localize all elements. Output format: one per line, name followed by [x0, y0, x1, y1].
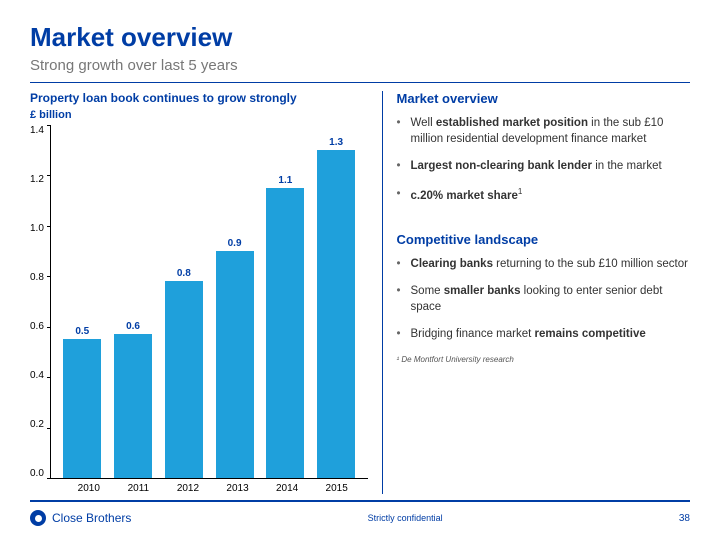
chart-title: Property loan book continues to grow str… [30, 91, 368, 105]
y-axis-ticks: 1.4 1.2 1.0 0.8 0.6 0.4 0.2 0.0 [30, 125, 50, 479]
ytick-label: 1.2 [30, 174, 44, 185]
section-heading-landscape: Competitive landscape [397, 232, 690, 247]
xtick-label: 2015 [316, 483, 358, 494]
ytick-label: 0.0 [30, 468, 44, 479]
bar-2010: 0.5 [61, 326, 103, 478]
bar-rect [266, 188, 304, 478]
xtick-label: 2012 [167, 483, 209, 494]
bar-2011: 0.6 [112, 321, 154, 478]
ytick-label: 1.4 [30, 125, 44, 136]
bullet-item: Clearing banks returning to the sub £10 … [397, 257, 690, 273]
bullet-item: Some smaller banks looking to enter seni… [397, 284, 690, 315]
bar-2012: 0.8 [163, 268, 205, 478]
bar-value-label: 0.6 [126, 321, 140, 332]
xtick-label: 2010 [68, 483, 110, 494]
page-subtitle: Strong growth over last 5 years [30, 57, 690, 74]
bullet-item: Largest non-clearing bank lender in the … [397, 159, 690, 175]
bar-2014: 1.1 [264, 175, 306, 478]
text-panel: Market overview Well established market … [382, 91, 690, 494]
overview-bullets: Well established market position in the … [397, 116, 690, 204]
x-axis-labels: 2010 2011 2012 2013 2014 2015 [58, 479, 368, 494]
bar-value-label: 0.5 [75, 326, 89, 337]
chart-bars: 0.5 0.6 0.8 0.9 1.1 1.3 [51, 125, 368, 478]
bar-2013: 0.9 [214, 238, 256, 478]
ytick-label: 0.8 [30, 272, 44, 283]
bar-rect [63, 339, 101, 478]
brand-icon [30, 510, 46, 526]
bar-value-label: 0.9 [228, 238, 242, 249]
chart-plot-area: 0.5 0.6 0.8 0.9 1.1 1.3 [50, 125, 368, 479]
bullet-item: c.20% market share1 [397, 187, 690, 204]
page-number: 38 [679, 513, 690, 524]
y-axis-label: £ billion [30, 109, 368, 121]
bar-2015: 1.3 [315, 137, 357, 478]
bar-rect [216, 251, 254, 478]
bullet-item: Well established market position in the … [397, 116, 690, 147]
xtick-label: 2013 [217, 483, 259, 494]
bar-rect [165, 281, 203, 478]
ytick-label: 0.6 [30, 321, 44, 332]
ytick-label: 1.0 [30, 223, 44, 234]
chart-panel: Property loan book continues to grow str… [30, 91, 382, 494]
ytick-label: 0.4 [30, 370, 44, 381]
page-title: Market overview [30, 22, 690, 53]
bar-value-label: 1.1 [278, 175, 292, 186]
xtick-label: 2011 [117, 483, 159, 494]
landscape-bullets: Clearing banks returning to the sub £10 … [397, 257, 690, 343]
brand-name: Close Brothers [52, 511, 131, 525]
bar-value-label: 1.3 [329, 137, 343, 148]
bullet-item: Bridging finance market remains competit… [397, 327, 690, 343]
bar-rect [317, 150, 355, 478]
ytick-label: 0.2 [30, 419, 44, 430]
section-heading-overview: Market overview [397, 91, 690, 106]
divider-top [30, 82, 690, 83]
brand-logo: Close Brothers [30, 510, 131, 526]
xtick-label: 2014 [266, 483, 308, 494]
bar-value-label: 0.8 [177, 268, 191, 279]
footnote: ¹ De Montfort University research [397, 355, 690, 364]
bar-rect [114, 334, 152, 478]
confidential-label: Strictly confidential [368, 513, 443, 523]
